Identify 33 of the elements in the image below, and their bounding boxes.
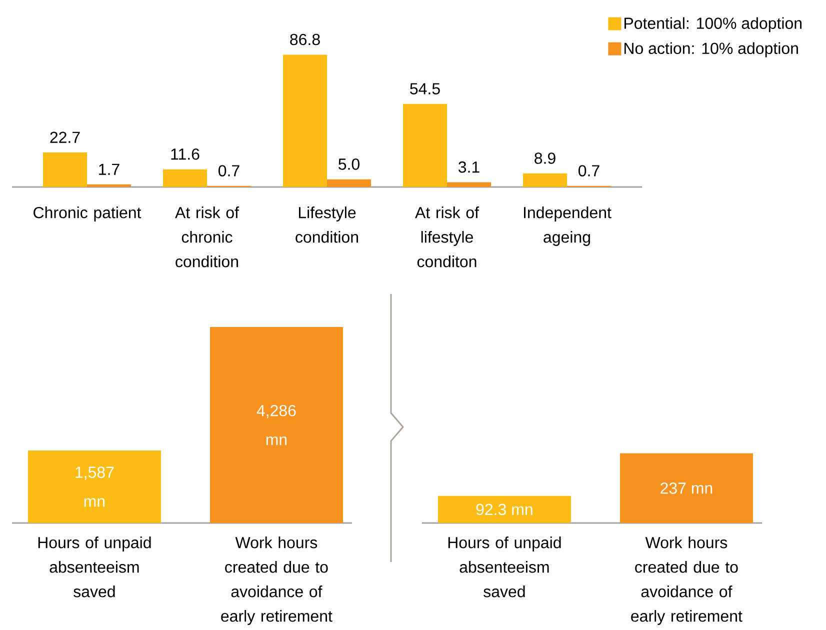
legend-label: No action: 10% adoption xyxy=(624,42,798,58)
data-label: 22.7 xyxy=(50,132,80,143)
data-label: 0.7 xyxy=(578,165,600,176)
data-label: 92.3 mn xyxy=(476,504,532,516)
data-label: 8.9 xyxy=(534,152,556,164)
x-tick-label: Work hours created due to avoidance of early retirement xyxy=(221,536,332,625)
data-label: 5.0 xyxy=(338,158,360,170)
data-label: 11.6 xyxy=(171,148,200,160)
x-tick-label: Hours of unpaid absenteeism saved xyxy=(448,536,561,598)
legend-label: Potential: 100% adoption xyxy=(624,17,802,32)
x-tick-label: Chronic patient xyxy=(34,206,142,222)
x-tick-label: Independent ageing xyxy=(524,206,612,246)
x-tick-label: At risk of lifestyle conditon xyxy=(415,206,480,268)
data-label: 1.7 xyxy=(99,164,120,175)
bar xyxy=(283,54,328,187)
bar xyxy=(43,152,88,187)
x-tick-label: Lifestyle condition xyxy=(296,206,358,243)
data-label: 4,286 mn xyxy=(256,404,296,446)
x-tick-label: At risk of chronic condition xyxy=(175,206,240,268)
bar xyxy=(447,182,492,187)
bar xyxy=(403,104,448,187)
x-tick-label: Work hours created due to avoidance of early retirement xyxy=(631,536,742,625)
data-label: 1,587 mn xyxy=(76,466,114,507)
data-label: 237 mn xyxy=(660,482,712,494)
bar xyxy=(163,169,208,187)
data-label: 0.7 xyxy=(218,165,240,176)
x-tick-label: Hours of unpaid absenteeism saved xyxy=(38,536,151,598)
bar xyxy=(327,179,372,187)
bar xyxy=(523,173,568,187)
data-label: 3.1 xyxy=(458,161,480,173)
bar xyxy=(87,184,132,187)
data-label: 54.5 xyxy=(410,83,440,94)
data-label: 86.8 xyxy=(290,34,320,46)
